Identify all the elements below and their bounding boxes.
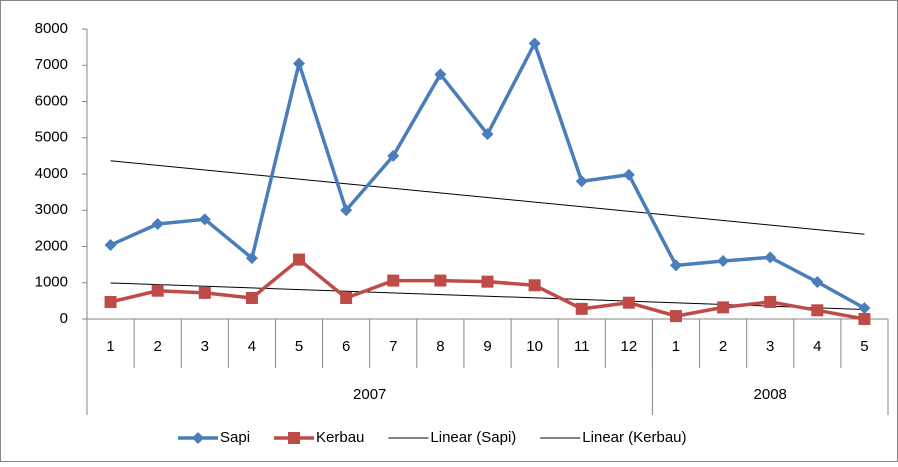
marker [811, 304, 824, 317]
marker [293, 57, 306, 70]
marker [104, 239, 117, 252]
marker [528, 279, 541, 292]
marker [387, 274, 400, 287]
x-tick-label: 10 [526, 338, 543, 355]
marker [434, 68, 447, 81]
marker [717, 255, 730, 267]
marker [340, 291, 353, 304]
x-tick-label: 4 [248, 338, 256, 355]
marker [151, 218, 164, 231]
marker [245, 291, 258, 304]
legend-label: Kerbau [316, 429, 364, 446]
marker [622, 168, 635, 181]
marker [764, 295, 777, 308]
marker [340, 204, 353, 217]
marker [151, 284, 164, 297]
marker [575, 302, 588, 315]
y-tick-label: 8000 [35, 20, 68, 37]
marker [481, 128, 494, 141]
marker [811, 276, 824, 289]
x-tick-label: 2 [154, 338, 162, 355]
x-tick-label: 11 [574, 338, 590, 355]
y-tick-label: 5000 [35, 129, 68, 146]
legend-marker [288, 432, 301, 444]
x-tick-label: 4 [813, 338, 821, 355]
marker [481, 275, 494, 288]
y-tick-label: 4000 [35, 165, 68, 182]
marker [245, 252, 258, 265]
marker [575, 175, 588, 188]
marker [717, 301, 730, 314]
y-tick-label: 2000 [35, 237, 68, 254]
x-tick-label: 5 [295, 338, 303, 355]
legend-marker [192, 432, 204, 444]
x-tick-label: 12 [621, 338, 638, 355]
x-group-label: 2008 [754, 386, 787, 403]
x-tick-label: 3 [766, 338, 774, 355]
x-tick-label: 7 [389, 338, 397, 355]
x-tick-label: 6 [342, 338, 350, 355]
x-tick-label: 5 [860, 338, 868, 355]
marker [198, 213, 211, 226]
x-tick-label: 1 [672, 338, 680, 355]
marker [669, 259, 682, 272]
y-tick-label: 0 [60, 310, 68, 327]
y-tick-label: 6000 [35, 92, 68, 109]
legend-label: Sapi [220, 429, 250, 446]
marker [858, 313, 871, 325]
y-tick-label: 1000 [35, 274, 68, 291]
marker [622, 296, 635, 309]
legend-label: Linear (Sapi) [430, 429, 516, 446]
marker [104, 295, 117, 308]
x-tick-label: 3 [201, 338, 209, 355]
y-tick-label: 3000 [35, 201, 68, 218]
x-tick-label: 9 [483, 338, 491, 355]
trendline [110, 160, 865, 235]
x-tick-label: 8 [436, 338, 444, 355]
y-tick-label: 7000 [35, 56, 68, 73]
marker [669, 310, 682, 323]
marker [293, 253, 306, 266]
x-group-label: 2007 [353, 386, 386, 403]
legend-label: Linear (Kerbau) [582, 429, 686, 446]
marker [528, 37, 541, 50]
marker [858, 302, 871, 315]
x-tick-label: 1 [106, 338, 114, 355]
marker [387, 149, 400, 162]
x-tick-label: 2 [719, 338, 727, 355]
marker [764, 251, 777, 264]
marker [198, 286, 211, 299]
marker [434, 274, 447, 287]
